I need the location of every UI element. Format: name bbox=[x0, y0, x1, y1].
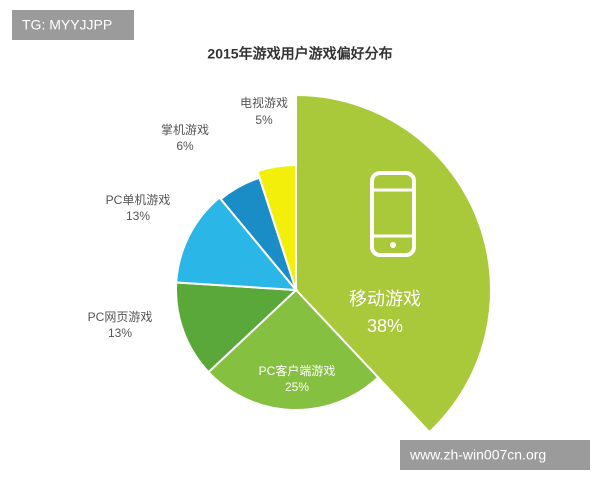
pie-slice bbox=[175, 281, 299, 374]
value-label: 25% bbox=[285, 380, 309, 394]
phone-button bbox=[390, 242, 396, 248]
value-label: 5% bbox=[255, 113, 273, 127]
pie-slice bbox=[256, 163, 297, 291]
pie-slice bbox=[295, 93, 492, 434]
slice-label: PC网页游戏 bbox=[88, 310, 153, 324]
chart-title: 2015年游戏用户游戏偏好分布 bbox=[207, 46, 392, 62]
slice-label: PC客户端游戏 bbox=[259, 363, 336, 378]
slice-label: PC单机游戏 bbox=[106, 193, 171, 207]
pie-slice bbox=[175, 196, 299, 292]
phone-icon bbox=[370, 171, 416, 257]
slice-label: 掌机游戏 bbox=[161, 123, 209, 137]
watermark-box bbox=[400, 440, 590, 470]
pie bbox=[175, 93, 492, 434]
value-label: 13% bbox=[108, 326, 132, 340]
watermark: www.zh-win007cn.org bbox=[409, 447, 546, 463]
pie-slice bbox=[207, 288, 380, 411]
value-label: 6% bbox=[176, 139, 194, 153]
value-label: 13% bbox=[126, 209, 150, 223]
slice-label: 电视游戏 bbox=[240, 95, 288, 110]
phone-body bbox=[370, 171, 416, 257]
value-label: 38% bbox=[367, 316, 403, 336]
slice-label: 移动游戏 bbox=[349, 289, 421, 309]
watermark: TG: MYYJJPP bbox=[22, 17, 112, 33]
watermark-box bbox=[12, 10, 134, 40]
